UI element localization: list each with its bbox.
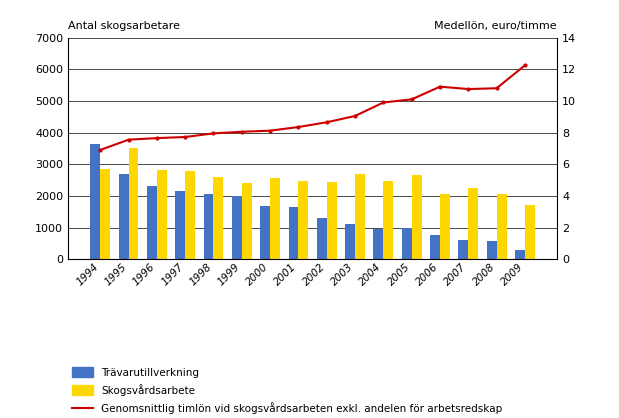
Bar [317, 218, 327, 259]
Bar [430, 235, 440, 259]
Text: Antal skogsarbetare: Antal skogsarbetare [68, 21, 180, 31]
Bar [242, 183, 252, 259]
Bar [440, 194, 450, 259]
Bar [100, 169, 110, 259]
Bar [185, 171, 195, 259]
Bar [327, 182, 337, 259]
Bar [345, 224, 355, 259]
Bar [157, 170, 167, 259]
Text: Medellön, euro/timme: Medellön, euro/timme [435, 21, 557, 31]
Bar [214, 177, 223, 259]
Bar [459, 240, 469, 259]
Legend: Trävarutillverkning, Skogsvårdsarbete, Genomsnittlig timlön vid skogsvårdsarbete: Trävarutillverkning, Skogsvårdsarbete, G… [68, 363, 507, 418]
Bar [90, 144, 100, 259]
Bar [373, 229, 383, 259]
Bar [487, 241, 496, 259]
Bar [260, 206, 270, 259]
Bar [129, 148, 139, 259]
Bar [355, 174, 365, 259]
Bar [270, 178, 280, 259]
Bar [402, 227, 412, 259]
Bar [525, 205, 535, 259]
Bar [383, 181, 393, 259]
Bar [204, 194, 214, 259]
Bar [469, 188, 478, 259]
Bar [515, 250, 525, 259]
Bar [298, 181, 308, 259]
Bar [232, 196, 242, 259]
Bar [496, 194, 506, 259]
Bar [175, 191, 185, 259]
Bar [288, 207, 298, 259]
Bar [119, 174, 129, 259]
Bar [412, 175, 422, 259]
Bar [147, 186, 157, 259]
